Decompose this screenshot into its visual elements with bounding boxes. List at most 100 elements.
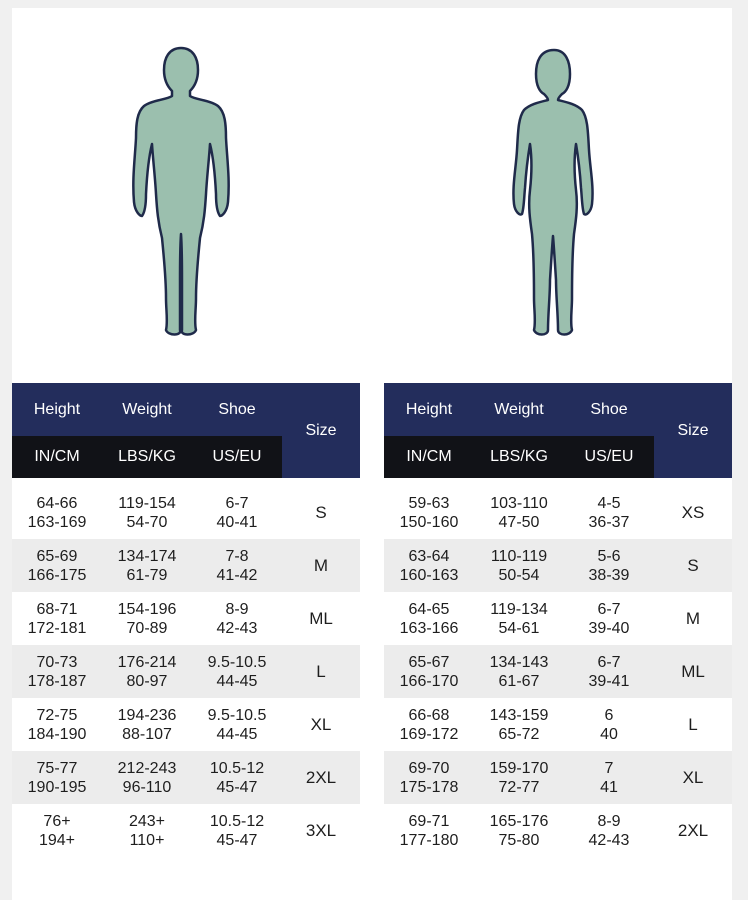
height-cell-metric: 190-195: [27, 778, 87, 796]
shoe-cell: 8-9 42-43: [192, 592, 282, 645]
height-cell-metric: 163-169: [27, 513, 87, 531]
weight-cell: 212-243 96-110: [102, 751, 192, 804]
weight-cell: 154-196 70-89: [102, 592, 192, 645]
size-cell: L: [688, 715, 698, 734]
height-cell-imperial: 64-65: [408, 600, 450, 618]
female-silhouette-icon: [512, 48, 594, 336]
male-silhouette-icon: [132, 46, 230, 336]
weight-cell-metric: 47-50: [498, 513, 540, 531]
size-cell: M: [685, 609, 701, 628]
table-row: 64-66 163-169 119-154 54-70 6-7 40-41 S: [12, 486, 360, 539]
table-row: 64-65 163-166 119-134 54-61 6-7 39-40 M: [384, 592, 732, 645]
shoe-cell: 8-9 42-43: [564, 804, 654, 857]
weight-cell: 103-110 47-50: [474, 486, 564, 539]
weight-cell-metric: 96-110: [122, 778, 172, 796]
header-weight-unit: LBS/KG: [102, 436, 192, 478]
shoe-cell: 9.5-10.5 44-45: [192, 698, 282, 751]
weight-cell: 159-170 72-77: [474, 751, 564, 804]
shoe-cell-imperial: 10.5-12: [209, 759, 265, 777]
height-cell-metric: 166-170: [399, 672, 459, 690]
shoe-cell-imperial: 5-6: [597, 547, 621, 565]
height-cell: 68-71 172-181: [12, 592, 102, 645]
height-cell-imperial: 68-71: [36, 600, 78, 618]
height-cell-metric: 184-190: [27, 725, 87, 743]
height-cell-imperial: 69-71: [408, 812, 450, 830]
weight-cell-imperial: 134-174: [117, 547, 177, 565]
height-cell: 64-66 163-169: [12, 486, 102, 539]
weight-cell-imperial: 134-143: [489, 653, 549, 671]
weight-cell-metric: 88-107: [122, 725, 172, 743]
height-cell: 64-65 163-166: [384, 592, 474, 645]
size-cell: ML: [309, 609, 333, 628]
shoe-cell-imperial: 6-7: [597, 600, 621, 618]
height-cell: 69-71 177-180: [384, 804, 474, 857]
weight-cell-metric: 80-97: [126, 672, 168, 690]
shoe-cell: 7-8 41-42: [192, 539, 282, 592]
table-row: 70-73 178-187 176-214 80-97 9.5-10.5 44-45 L: [12, 645, 360, 698]
weight-cell-metric: 70-89: [126, 619, 168, 637]
shoe-cell-imperial: 8-9: [597, 812, 621, 830]
weight-cell: 134-143 61-67: [474, 645, 564, 698]
shoe-cell-metric: 41-42: [216, 566, 258, 584]
shoe-cell: 9.5-10.5 44-45: [192, 645, 282, 698]
weight-cell-imperial: 119-154: [118, 494, 176, 512]
table-row: 72-75 184-190 194-236 88-107 9.5-10.5 44-45 XL: [12, 698, 360, 751]
size-cell: 2XL: [305, 768, 337, 787]
shoe-cell-metric: 42-43: [216, 619, 258, 637]
weight-cell-imperial: 194-236: [117, 706, 177, 724]
table-row: 59-63 150-160 103-110 47-50 4-5 36-37 XS: [384, 486, 732, 539]
header-height: Height: [405, 401, 453, 418]
shoe-cell-metric: 42-43: [588, 831, 630, 849]
header-shoe-unit: US/EU: [192, 436, 282, 478]
header-size: Size: [677, 422, 709, 439]
table-row: 75-77 190-195 212-243 96-110 10.5-12 45-47 2XL: [12, 751, 360, 804]
shoe-cell-imperial: 6-7: [597, 653, 621, 671]
height-cell-metric: 172-181: [27, 619, 87, 637]
weight-cell-imperial: 110-119: [490, 547, 548, 565]
header-weight-unit: LBS/KG: [474, 436, 564, 478]
weight-cell: 119-154 54-70: [102, 486, 192, 539]
table-row: 69-70 175-178 159-170 72-77 7 41 XL: [384, 751, 732, 804]
weight-cell-metric: 50-54: [498, 566, 540, 584]
height-cell: 70-73 178-187: [12, 645, 102, 698]
shoe-cell-metric: 40: [600, 725, 618, 743]
shoe-cell-metric: 45-47: [216, 778, 258, 796]
shoe-cell-imperial: 7-8: [225, 547, 249, 565]
height-cell-metric: 160-163: [399, 566, 459, 584]
header-height: Height: [33, 401, 81, 418]
size-cell: S: [315, 503, 327, 522]
header-shoe: Shoe: [218, 401, 256, 418]
weight-cell: 143-159 65-72: [474, 698, 564, 751]
height-cell: 63-64 160-163: [384, 539, 474, 592]
header-shoe-unit: US/EU: [564, 436, 654, 478]
shoe-cell-metric: 39-40: [588, 619, 630, 637]
height-cell: 66-68 169-172: [384, 698, 474, 751]
height-cell-imperial: 66-68: [408, 706, 450, 724]
size-cell: XL: [310, 715, 332, 734]
weight-cell-metric: 54-70: [126, 513, 168, 531]
size-cell: 2XL: [677, 821, 709, 840]
size-cell: L: [316, 662, 326, 681]
height-cell-metric: 194+: [38, 831, 76, 849]
shoe-cell: 4-5 36-37: [564, 486, 654, 539]
weight-cell-imperial: 159-170: [489, 759, 549, 777]
shoe-cell-imperial: 6: [604, 706, 614, 724]
table-row: 63-64 160-163 110-119 50-54 5-6 38-39 S: [384, 539, 732, 592]
height-cell-imperial: 65-69: [36, 547, 78, 565]
weight-cell-metric: 75-80: [498, 831, 540, 849]
table-row: 76+ 194+ 243+ 110+ 10.5-12 45-47 3XL: [12, 804, 360, 857]
height-cell-imperial: 63-64: [408, 547, 450, 565]
shoe-cell-metric: 44-45: [216, 672, 258, 690]
table-row: 65-69 166-175 134-174 61-79 7-8 41-42 M: [12, 539, 360, 592]
header-weight: Weight: [122, 401, 172, 418]
shoe-cell: 6-7 40-41: [192, 486, 282, 539]
header-shoe: Shoe: [590, 401, 628, 418]
shoe-cell-metric: 40-41: [216, 513, 258, 531]
height-cell: 76+ 194+: [12, 804, 102, 857]
shoe-cell: 7 41: [564, 751, 654, 804]
height-cell-metric: 163-166: [399, 619, 459, 637]
weight-cell-imperial: 103-110: [490, 494, 548, 512]
table-row: 68-71 172-181 154-196 70-89 8-9 42-43 ML: [12, 592, 360, 645]
height-cell-imperial: 65-67: [408, 653, 450, 671]
shoe-cell-metric: 41: [600, 778, 618, 796]
